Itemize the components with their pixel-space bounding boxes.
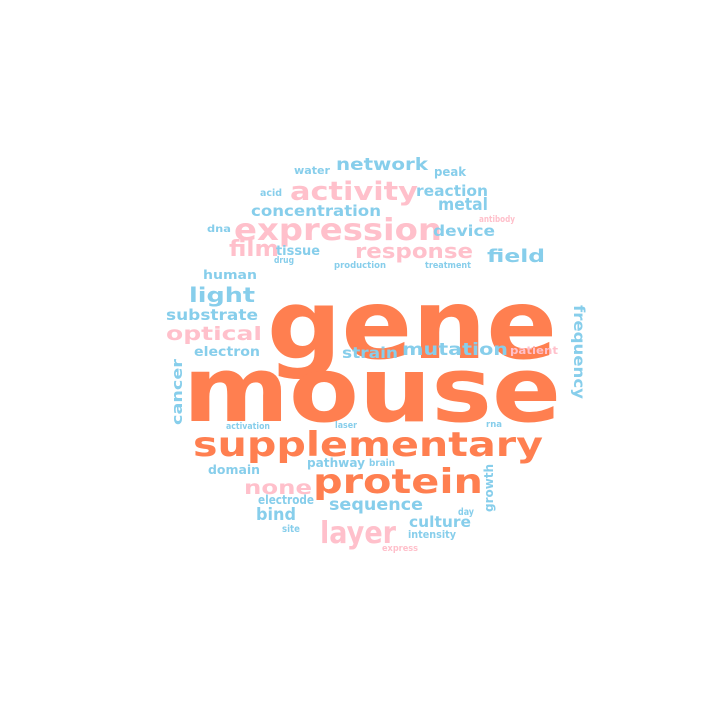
word-rna: rna xyxy=(486,420,502,430)
word-metal: metal xyxy=(438,195,488,215)
word-water: water xyxy=(294,164,331,177)
word-bind: bind xyxy=(256,505,296,525)
word-express: express xyxy=(382,544,418,554)
word-peak: peak xyxy=(434,165,467,179)
word-device: device xyxy=(433,222,495,240)
word-domain: domain xyxy=(208,463,260,477)
word-optical: optical xyxy=(166,323,262,345)
word-frequency: frequency xyxy=(570,305,588,399)
word-production: production xyxy=(334,261,386,271)
word-antibody: antibody xyxy=(479,215,515,225)
word-none: none xyxy=(244,477,312,499)
word-human: human xyxy=(203,268,257,282)
word-laser: laser xyxy=(335,421,357,431)
word-strain: strain xyxy=(342,344,398,362)
word-field: field xyxy=(487,246,545,267)
word-film: film xyxy=(229,237,279,262)
word-site: site xyxy=(282,524,300,535)
word-sequence: sequence xyxy=(329,495,423,515)
word-culture: culture xyxy=(409,513,471,531)
word-concentration: concentration xyxy=(251,202,381,220)
word-electrode: electrode xyxy=(258,493,314,507)
word-dna: dna xyxy=(207,224,231,235)
word-brain: brain xyxy=(369,458,395,469)
word-growth: growth xyxy=(482,464,496,512)
word-intensity: intensity xyxy=(408,528,456,541)
word-response: response xyxy=(355,239,473,263)
word-substrate: substrate xyxy=(166,306,258,324)
word-mouse: mouse xyxy=(183,338,561,443)
word-pathway: pathway xyxy=(307,456,365,470)
word-day: day xyxy=(458,507,474,518)
word-network: network xyxy=(336,155,429,175)
word-light: light xyxy=(189,283,256,307)
word-treatment: treatment xyxy=(425,261,472,271)
word-acid: acid xyxy=(260,188,282,199)
word-layer: layer xyxy=(320,516,396,551)
word-activity: activity xyxy=(290,177,418,207)
word-patient: patient xyxy=(510,344,558,357)
word-tissue: tissue xyxy=(276,244,320,259)
word-electron: electron xyxy=(194,345,260,360)
word-cancer: cancer xyxy=(170,359,186,425)
word-protein: protein xyxy=(313,462,483,502)
word-reaction: reaction xyxy=(416,182,488,200)
word-drug: drug xyxy=(274,256,294,266)
word-expression: expression xyxy=(234,213,442,248)
word-activation: activation xyxy=(226,422,270,432)
word-supplementary: supplementary xyxy=(193,425,543,465)
word-gene: gene xyxy=(267,269,557,381)
word-mutation: mutation xyxy=(402,340,508,360)
